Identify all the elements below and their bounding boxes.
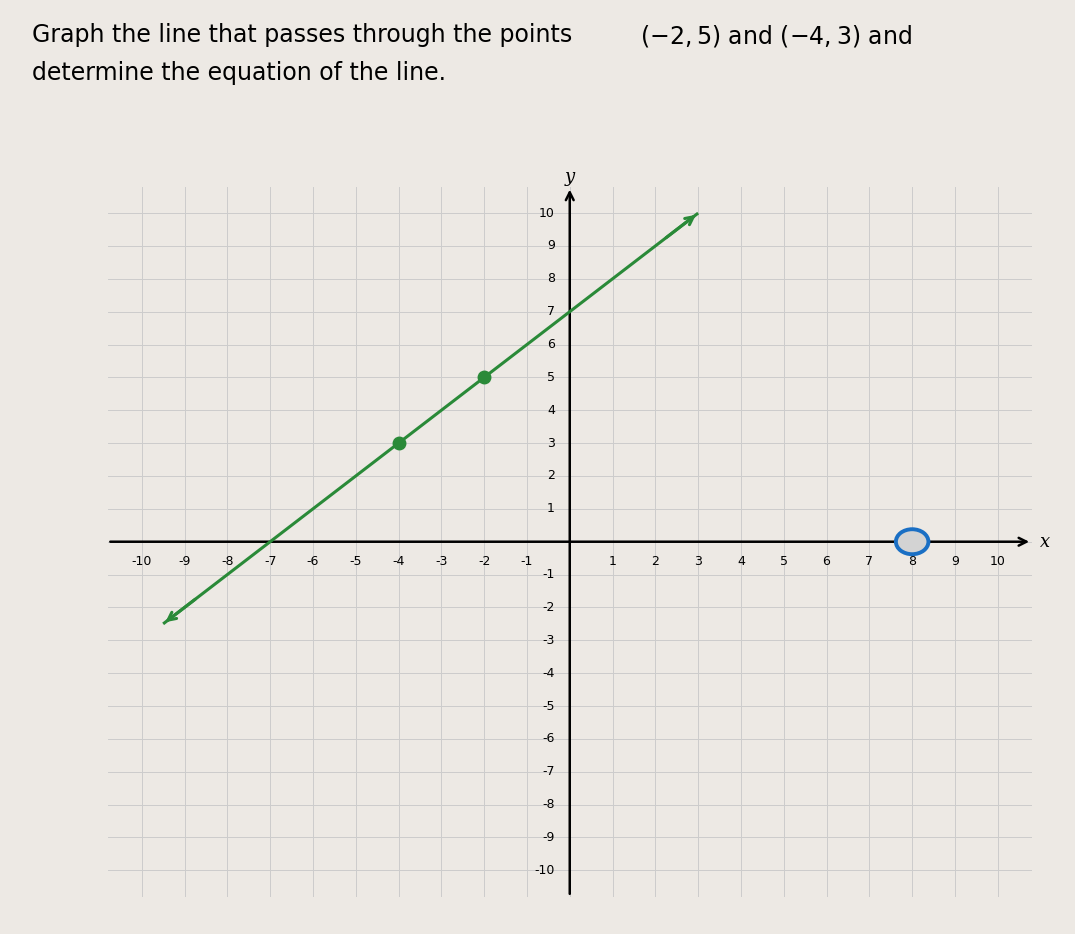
Text: 8: 8 (547, 273, 555, 285)
Text: -9: -9 (543, 831, 555, 844)
Text: -7: -7 (542, 765, 555, 778)
Text: 2: 2 (547, 470, 555, 483)
Text: -6: -6 (306, 555, 319, 568)
Text: 9: 9 (547, 239, 555, 252)
Text: 1: 1 (547, 502, 555, 516)
Text: -6: -6 (543, 732, 555, 745)
Text: -10: -10 (131, 555, 152, 568)
Text: 4: 4 (547, 403, 555, 417)
Text: 10: 10 (990, 555, 1006, 568)
Text: 3: 3 (547, 436, 555, 449)
Text: 7: 7 (547, 305, 555, 318)
Text: 5: 5 (779, 555, 788, 568)
Text: -4: -4 (543, 667, 555, 680)
Text: determine the equation of the line.: determine the equation of the line. (32, 61, 446, 85)
Text: -9: -9 (178, 555, 190, 568)
Text: 5: 5 (547, 371, 555, 384)
Text: -8: -8 (542, 799, 555, 811)
Text: -8: -8 (221, 555, 233, 568)
Text: -7: -7 (263, 555, 276, 568)
Text: 9: 9 (951, 555, 959, 568)
Text: $(-2,5)$ and $(-4,3)$ and: $(-2,5)$ and $(-4,3)$ and (640, 23, 912, 50)
Text: -10: -10 (534, 864, 555, 877)
Text: -3: -3 (543, 634, 555, 647)
Text: -3: -3 (435, 555, 447, 568)
Text: 6: 6 (547, 338, 555, 351)
Text: 2: 2 (651, 555, 659, 568)
Text: -1: -1 (520, 555, 533, 568)
Text: -5: -5 (542, 700, 555, 713)
Text: 3: 3 (694, 555, 702, 568)
Text: 7: 7 (865, 555, 873, 568)
Text: 4: 4 (737, 555, 745, 568)
Circle shape (895, 530, 929, 554)
Text: y: y (564, 168, 575, 186)
Text: -5: -5 (349, 555, 362, 568)
Text: 1: 1 (608, 555, 616, 568)
Text: Graph the line that passes through the points: Graph the line that passes through the p… (32, 23, 580, 48)
Text: 10: 10 (539, 206, 555, 219)
Text: 6: 6 (822, 555, 831, 568)
Text: -2: -2 (543, 601, 555, 614)
Text: -4: -4 (392, 555, 404, 568)
Text: -2: -2 (478, 555, 490, 568)
Text: -1: -1 (543, 568, 555, 581)
Text: x: x (1040, 532, 1050, 551)
Text: 8: 8 (908, 555, 916, 568)
